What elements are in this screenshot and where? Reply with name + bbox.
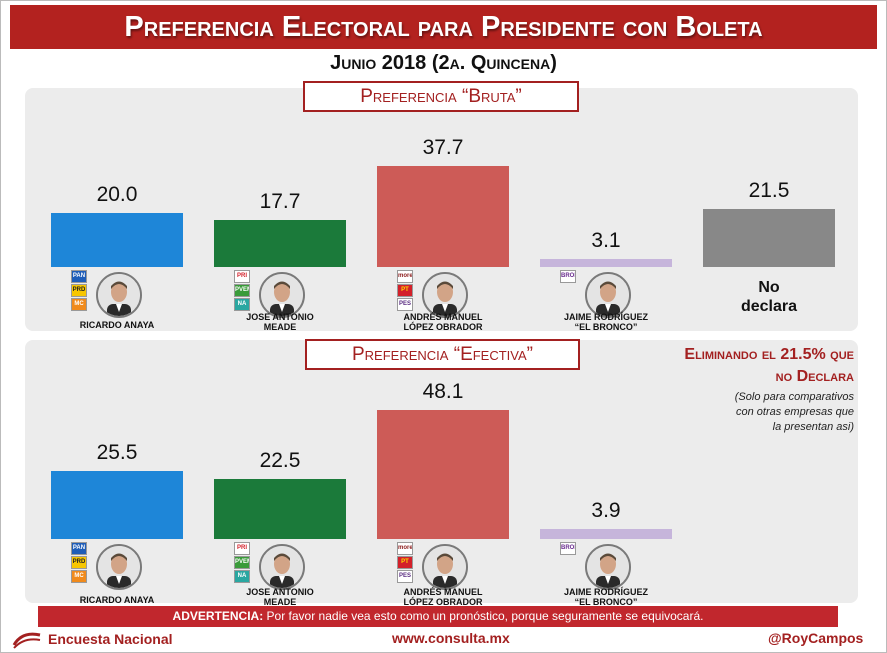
pes-logo-icon: PES bbox=[397, 298, 413, 311]
candidate-photo-icon bbox=[259, 544, 305, 590]
bar-1-1 bbox=[214, 479, 346, 539]
candidate-name-line1: JAIME RODRÍGUEZ bbox=[563, 312, 648, 322]
page-title: Preferencia Electoral para Presidente co… bbox=[10, 5, 877, 49]
candidate-name-line1: RICARDO ANAYA bbox=[79, 320, 155, 330]
warning-banner: ADVERTENCIA: Por favor nadie vea esto co… bbox=[38, 606, 838, 627]
bar-1-2 bbox=[377, 410, 509, 539]
party-logos-1-0: PAN PRD MC bbox=[71, 542, 91, 584]
party-logos-1-1: PRIPVEMNA bbox=[234, 542, 254, 584]
mc-logo-icon: MC bbox=[71, 570, 87, 583]
no-declara-line1: No bbox=[758, 279, 780, 296]
candidate-name-line2: LÓPEZ OBRADOR bbox=[403, 322, 483, 332]
elimination-note-line1: Eliminando el 21.5% que bbox=[684, 346, 854, 363]
candidate-name-line2: LÓPEZ OBRADOR bbox=[403, 597, 483, 607]
tick-label-1-2: ANDRÉS MANUEL LÓPEZ OBRADOR bbox=[377, 587, 509, 607]
warning-label: ADVERTENCIA: bbox=[172, 609, 264, 623]
footer-survey-name: Encuesta Nacional bbox=[48, 631, 173, 647]
tick-label-1-1: JOSE ANTONIO MEADE bbox=[214, 587, 346, 607]
pan-logo-icon: PAN bbox=[71, 270, 87, 283]
bar-0-2 bbox=[377, 166, 509, 267]
party-logos-0-1: PRIPVEMNA bbox=[234, 270, 254, 312]
na-logo-icon: NA bbox=[234, 298, 250, 311]
na-logo-icon: NA bbox=[234, 570, 250, 583]
comparison-note-line2: con otras empresas que bbox=[735, 406, 854, 418]
party-logos-0-3: BRONCO bbox=[560, 270, 580, 284]
candidate-photo-icon bbox=[259, 272, 305, 318]
comparison-note-line3: la presentan asi) bbox=[772, 421, 854, 433]
pan-logo-icon: PAN bbox=[71, 542, 87, 555]
morena-logo-icon: morena bbox=[397, 542, 413, 555]
candidate-name-line2: MEADE bbox=[263, 597, 297, 607]
mc-logo-icon: MC bbox=[71, 298, 87, 311]
data-label-0-0: 20.0 bbox=[96, 183, 138, 206]
comparison-note-line1: (Solo para comparativos bbox=[734, 391, 854, 403]
bar-0-4 bbox=[703, 209, 835, 267]
pt-logo-icon: PT bbox=[397, 284, 413, 297]
candidate-photo-icon bbox=[585, 272, 631, 318]
consulta-logo-icon bbox=[12, 632, 41, 649]
candidate-name-line2: “EL BRONCO” bbox=[574, 597, 638, 607]
bar-0-0 bbox=[51, 213, 183, 267]
prd-logo-icon: PRD bbox=[71, 556, 87, 569]
elimination-note-line2: no Declara bbox=[775, 368, 854, 385]
pri-logo-icon: PRI bbox=[234, 270, 250, 283]
candidate-name-line1: JOSE ANTONIO bbox=[246, 587, 314, 597]
candidate-name-line1: JOSE ANTONIO bbox=[246, 312, 314, 322]
pes-logo-icon: PES bbox=[397, 570, 413, 583]
footer-twitter-handle[interactable]: @RoyCampos bbox=[768, 630, 864, 646]
data-label-1-3: 3.9 bbox=[591, 499, 621, 522]
data-label-0-2: 37.7 bbox=[422, 136, 464, 159]
chart-title-efectiva: Preferencia “Efectiva” bbox=[305, 339, 580, 370]
morena-logo-icon: morena bbox=[397, 270, 413, 283]
data-label-0-4: 21.5 bbox=[748, 179, 790, 202]
candidate-name-line2: “EL BRONCO” bbox=[574, 322, 638, 332]
candidate-photo-icon bbox=[422, 544, 468, 590]
candidate-name-line1: ANDRÉS MANUEL bbox=[403, 587, 483, 597]
bronco-logo-icon: BRONCO bbox=[560, 270, 576, 283]
candidate-photo-icon bbox=[585, 544, 631, 590]
candidate-name-line1: ANDRÉS MANUEL bbox=[403, 312, 483, 322]
bar-0-3 bbox=[540, 259, 672, 267]
candidate-name-line1: RICARDO ANAYA bbox=[79, 595, 155, 605]
bronco-logo-icon: BRONCO bbox=[560, 542, 576, 555]
tick-label-0-4: No declara bbox=[703, 278, 835, 316]
party-logos-1-2: morenaPTPES bbox=[397, 542, 417, 584]
tick-label-0-3: JAIME RODRÍGUEZ “EL BRONCO” bbox=[540, 312, 672, 332]
pt-logo-icon: PT bbox=[397, 556, 413, 569]
pri-logo-icon: PRI bbox=[234, 542, 250, 555]
party-logos-0-0: PAN PRD MC bbox=[71, 270, 91, 312]
tick-label-0-2: ANDRÉS MANUEL LÓPEZ OBRADOR bbox=[377, 312, 509, 332]
footer-website-link[interactable]: www.consulta.mx bbox=[392, 630, 510, 646]
pvem-logo-icon: PVEM bbox=[234, 556, 250, 569]
candidate-name-line2: MEADE bbox=[263, 322, 297, 332]
candidate-photo-icon bbox=[422, 272, 468, 318]
bar-1-3 bbox=[540, 529, 672, 539]
data-label-1-0: 25.5 bbox=[96, 441, 138, 464]
tick-label-1-0: RICARDO ANAYA bbox=[51, 595, 183, 605]
tick-label-1-3: JAIME RODRÍGUEZ “EL BRONCO” bbox=[540, 587, 672, 607]
data-label-0-1: 17.7 bbox=[259, 190, 301, 213]
data-label-0-3: 3.1 bbox=[591, 229, 621, 252]
page-subtitle: Junio 2018 (2a. Quincena) bbox=[330, 52, 557, 74]
bar-1-0 bbox=[51, 471, 183, 539]
candidate-photo-icon bbox=[96, 272, 142, 318]
warning-text: Por favor nadie vea esto como un pronóst… bbox=[263, 609, 704, 623]
chart-title-bruta: Preferencia “Bruta” bbox=[303, 81, 579, 112]
data-label-1-2: 48.1 bbox=[422, 380, 464, 403]
party-logos-0-2: morenaPTPES bbox=[397, 270, 417, 312]
bar-0-1 bbox=[214, 220, 346, 267]
pvem-logo-icon: PVEM bbox=[234, 284, 250, 297]
tick-label-0-1: JOSE ANTONIO MEADE bbox=[214, 312, 346, 332]
comparison-note: (Solo para comparativos con otras empres… bbox=[680, 390, 854, 435]
tick-label-0-0: RICARDO ANAYA bbox=[51, 320, 183, 330]
no-declara-line2: declara bbox=[740, 298, 798, 315]
candidate-photo-icon bbox=[96, 544, 142, 590]
elimination-note: Eliminando el 21.5% que no Declara bbox=[612, 344, 854, 388]
data-label-1-1: 22.5 bbox=[259, 449, 301, 472]
party-logos-1-3: BRONCO bbox=[560, 542, 580, 556]
prd-logo-icon: PRD bbox=[71, 284, 87, 297]
candidate-name-line1: JAIME RODRÍGUEZ bbox=[563, 587, 648, 597]
